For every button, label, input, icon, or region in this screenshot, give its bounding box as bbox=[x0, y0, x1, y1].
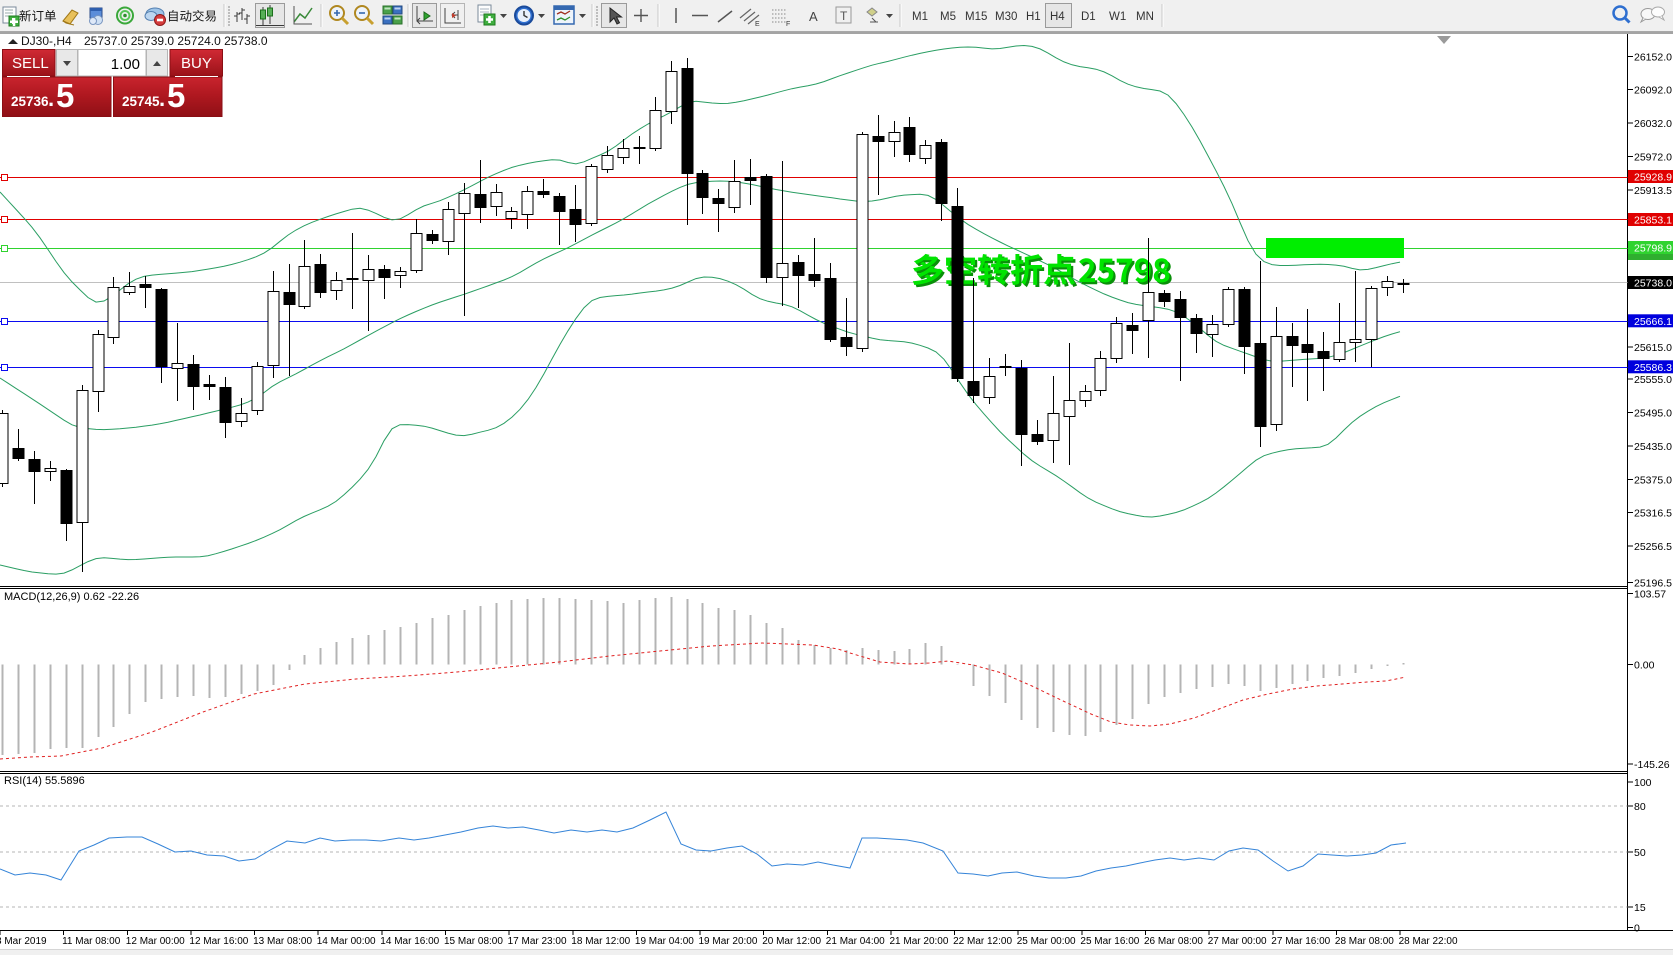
svg-text:11 Mar 08:00: 11 Mar 08:00 bbox=[62, 936, 121, 947]
svg-text:25316.5: 25316.5 bbox=[1634, 507, 1672, 519]
svg-text:25 Mar 16:00: 25 Mar 16:00 bbox=[1080, 936, 1139, 947]
svg-text:27 Mar 00:00: 27 Mar 00:00 bbox=[1208, 936, 1267, 947]
svg-text:25972.0: 25972.0 bbox=[1634, 152, 1672, 164]
svg-text:M1: M1 bbox=[912, 11, 928, 23]
svg-text:25737.0 25739.0 25724.0 25738.: 25737.0 25739.0 25724.0 25738.0 bbox=[84, 34, 268, 48]
svg-text:5: 5 bbox=[167, 77, 185, 114]
svg-text:0.00: 0.00 bbox=[1634, 660, 1655, 672]
svg-text:M5: M5 bbox=[940, 11, 956, 23]
svg-text:25615.0: 25615.0 bbox=[1634, 342, 1672, 354]
svg-text:14 Mar 00:00: 14 Mar 00:00 bbox=[317, 936, 376, 947]
svg-text:21 Mar 04:00: 21 Mar 04:00 bbox=[826, 936, 885, 947]
svg-text:D1: D1 bbox=[1081, 11, 1096, 23]
svg-text:25196.5: 25196.5 bbox=[1634, 577, 1672, 589]
svg-text:W1: W1 bbox=[1109, 11, 1126, 23]
svg-text:DJ30-,H4: DJ30-,H4 bbox=[21, 34, 72, 48]
svg-text:15: 15 bbox=[1634, 902, 1646, 914]
svg-text:E: E bbox=[755, 21, 760, 28]
svg-text:25745: 25745 bbox=[122, 94, 160, 109]
svg-text:25738.0: 25738.0 bbox=[1634, 278, 1672, 290]
svg-text:5: 5 bbox=[56, 77, 74, 114]
svg-text:27 Mar 16:00: 27 Mar 16:00 bbox=[1271, 936, 1330, 947]
svg-text:A: A bbox=[809, 9, 818, 24]
svg-text:13 Mar 08:00: 13 Mar 08:00 bbox=[253, 936, 312, 947]
svg-text:BUY: BUY bbox=[181, 55, 212, 72]
svg-text:25666.1: 25666.1 bbox=[1634, 316, 1672, 328]
svg-text:26092.0: 26092.0 bbox=[1634, 85, 1672, 97]
svg-text:25 Mar 00:00: 25 Mar 00:00 bbox=[1017, 936, 1076, 947]
svg-text:RSI(14) 55.5896: RSI(14) 55.5896 bbox=[4, 775, 85, 787]
svg-text:F: F bbox=[786, 21, 790, 28]
svg-text:103.57: 103.57 bbox=[1634, 589, 1666, 601]
svg-text:100: 100 bbox=[1634, 777, 1652, 789]
svg-text:25928.9: 25928.9 bbox=[1634, 172, 1672, 184]
svg-text:26032.0: 26032.0 bbox=[1634, 118, 1672, 130]
svg-text:SELL: SELL bbox=[12, 55, 49, 72]
svg-text:MN: MN bbox=[1136, 11, 1154, 23]
svg-text:26 Mar 08:00: 26 Mar 08:00 bbox=[1144, 936, 1203, 947]
svg-text:25736: 25736 bbox=[11, 94, 49, 109]
svg-text:.: . bbox=[48, 86, 54, 111]
svg-text:17 Mar 23:00: 17 Mar 23:00 bbox=[508, 936, 567, 947]
svg-text:25555.0: 25555.0 bbox=[1634, 374, 1672, 386]
svg-text:28 Mar 08:00: 28 Mar 08:00 bbox=[1335, 936, 1394, 947]
svg-text:19 Mar 04:00: 19 Mar 04:00 bbox=[635, 936, 694, 947]
svg-text:25435.0: 25435.0 bbox=[1634, 441, 1672, 453]
svg-text:25256.5: 25256.5 bbox=[1634, 541, 1672, 553]
svg-text:25586.3: 25586.3 bbox=[1634, 362, 1672, 374]
svg-text:80: 80 bbox=[1634, 801, 1646, 813]
svg-text:25913.5: 25913.5 bbox=[1634, 185, 1672, 197]
svg-text:-145.26: -145.26 bbox=[1634, 759, 1670, 771]
svg-text:.: . bbox=[159, 86, 165, 111]
svg-text:H1: H1 bbox=[1026, 11, 1041, 23]
svg-text:M30: M30 bbox=[995, 11, 1017, 23]
svg-text:22 Mar 12:00: 22 Mar 12:00 bbox=[953, 936, 1012, 947]
svg-text:26152.0: 26152.0 bbox=[1634, 51, 1672, 63]
svg-text:25495.0: 25495.0 bbox=[1634, 408, 1672, 420]
svg-text:19 Mar 20:00: 19 Mar 20:00 bbox=[699, 936, 758, 947]
svg-text:25798.9: 25798.9 bbox=[1634, 243, 1672, 255]
svg-text:14 Mar 16:00: 14 Mar 16:00 bbox=[380, 936, 439, 947]
svg-text:M15: M15 bbox=[965, 11, 987, 23]
svg-text:25375.0: 25375.0 bbox=[1634, 475, 1672, 487]
svg-text:18 Mar 12:00: 18 Mar 12:00 bbox=[571, 936, 630, 947]
svg-text:25853.1: 25853.1 bbox=[1634, 215, 1672, 227]
svg-text:1.00: 1.00 bbox=[111, 56, 140, 73]
svg-text:12 Mar 16:00: 12 Mar 16:00 bbox=[189, 936, 248, 947]
svg-text:0: 0 bbox=[1634, 923, 1640, 935]
svg-text:28 Mar 22:00: 28 Mar 22:00 bbox=[1399, 936, 1458, 947]
svg-text:12 Mar 00:00: 12 Mar 00:00 bbox=[126, 936, 185, 947]
svg-text:15 Mar 08:00: 15 Mar 08:00 bbox=[444, 936, 503, 947]
svg-text:21 Mar 20:00: 21 Mar 20:00 bbox=[890, 936, 949, 947]
svg-text:T: T bbox=[840, 9, 848, 23]
svg-text:20 Mar 12:00: 20 Mar 12:00 bbox=[762, 936, 821, 947]
svg-text:50: 50 bbox=[1634, 847, 1646, 859]
svg-text:MACD(12,26,9) 0.62 -22.26: MACD(12,26,9) 0.62 -22.26 bbox=[4, 591, 139, 603]
svg-text:8 Mar 2019: 8 Mar 2019 bbox=[0, 936, 47, 947]
svg-text:H4: H4 bbox=[1050, 11, 1065, 23]
